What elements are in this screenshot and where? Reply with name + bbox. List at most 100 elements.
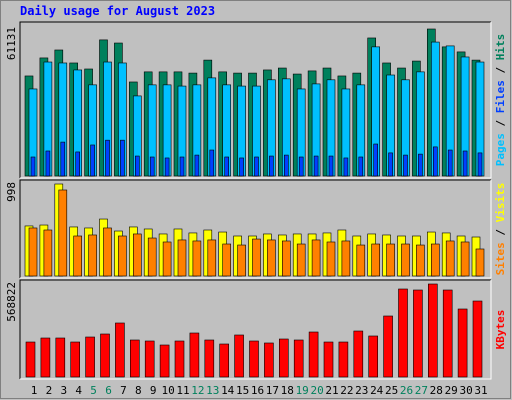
panel-edge [20,280,492,380]
legend: Sites / Visits [494,183,507,276]
bar [298,156,304,177]
bar [358,156,364,177]
bar [427,283,438,378]
x-tick-label: 31 [474,384,487,397]
bar [60,141,66,177]
bar [85,336,95,378]
bar [475,248,485,277]
bar [130,339,140,378]
bar [418,153,423,177]
panel-edge [20,22,492,179]
legend: KBytes [494,310,507,350]
bar [388,152,393,177]
bar [45,150,51,177]
bar [386,243,395,277]
bar [398,288,408,378]
bar [416,244,425,277]
x-tick-label: 19 [296,384,309,397]
bar [353,330,364,378]
x-tick-label: 23 [355,384,368,397]
y-tick-label: 998 [5,182,18,202]
x-tick-label: 6 [105,384,112,397]
bar [296,243,306,277]
bar [189,332,200,378]
bar [368,335,379,378]
bar [343,157,349,177]
bar [239,157,244,177]
bar [278,338,289,378]
x-tick-label: 1 [31,384,38,397]
bar [100,333,110,378]
bar [430,243,440,277]
bar [103,227,112,277]
bar [209,149,215,177]
legend-entry: Visits [494,183,507,223]
y-tick-label: 568822 [5,282,18,322]
bar [477,152,483,177]
bar [401,243,410,277]
x-tick-label: 24 [370,384,384,397]
bar [147,237,157,277]
bar [371,243,381,277]
bar [403,154,408,177]
legend-separator: / [494,60,507,80]
panel-edge [20,180,492,279]
legend: Pages / Files / Hits [494,34,507,167]
x-tick-label: 8 [135,384,142,397]
panel-edge [19,279,491,379]
bar [264,342,274,378]
x-tick-label: 26 [400,384,413,397]
bar [177,239,187,277]
x-tick-label: 17 [266,384,279,397]
bar [457,308,468,378]
x-tick-label: 28 [430,384,443,397]
x-tick-label: 13 [206,384,219,397]
bar [447,149,453,177]
bar [207,239,217,277]
bar [432,146,438,177]
bar [118,235,127,277]
bar [249,340,259,378]
bar [460,241,470,277]
bar [373,143,379,177]
bar [338,341,349,378]
bar [442,289,453,378]
legend-separator: / [494,113,507,133]
x-tick-label: 9 [150,384,157,397]
bar [40,337,51,378]
legend-entry: Hits [494,34,507,61]
panel-edge [19,179,491,278]
bar [356,244,366,277]
x-tick-label: 7 [120,384,127,397]
legend-entry: Files [494,80,507,113]
panel-edge [19,21,491,178]
bar [105,139,110,177]
x-tick-label: 29 [445,384,458,397]
legend-entry: Pages [494,133,507,166]
bar [174,340,185,378]
bar [326,241,336,277]
x-tick-label: 25 [385,384,398,397]
bar [313,155,319,177]
x-tick-label: 2 [46,384,53,397]
legend-entry: KBytes [494,310,507,350]
bar [179,156,185,177]
bar [28,227,38,277]
bar [144,340,155,378]
bar [234,334,244,378]
legend-separator: / [494,222,507,242]
x-tick-label: 21 [325,384,338,397]
x-tick-label: 16 [251,384,264,397]
x-tick-label: 3 [60,384,67,397]
bar [164,157,170,177]
bar [237,244,246,277]
bar [115,322,125,378]
bar [73,235,82,277]
x-tick-label: 30 [459,384,472,397]
x-tick-label: 10 [161,384,174,397]
x-tick-label: 15 [236,384,249,397]
bar [267,239,276,277]
bar [254,156,259,177]
